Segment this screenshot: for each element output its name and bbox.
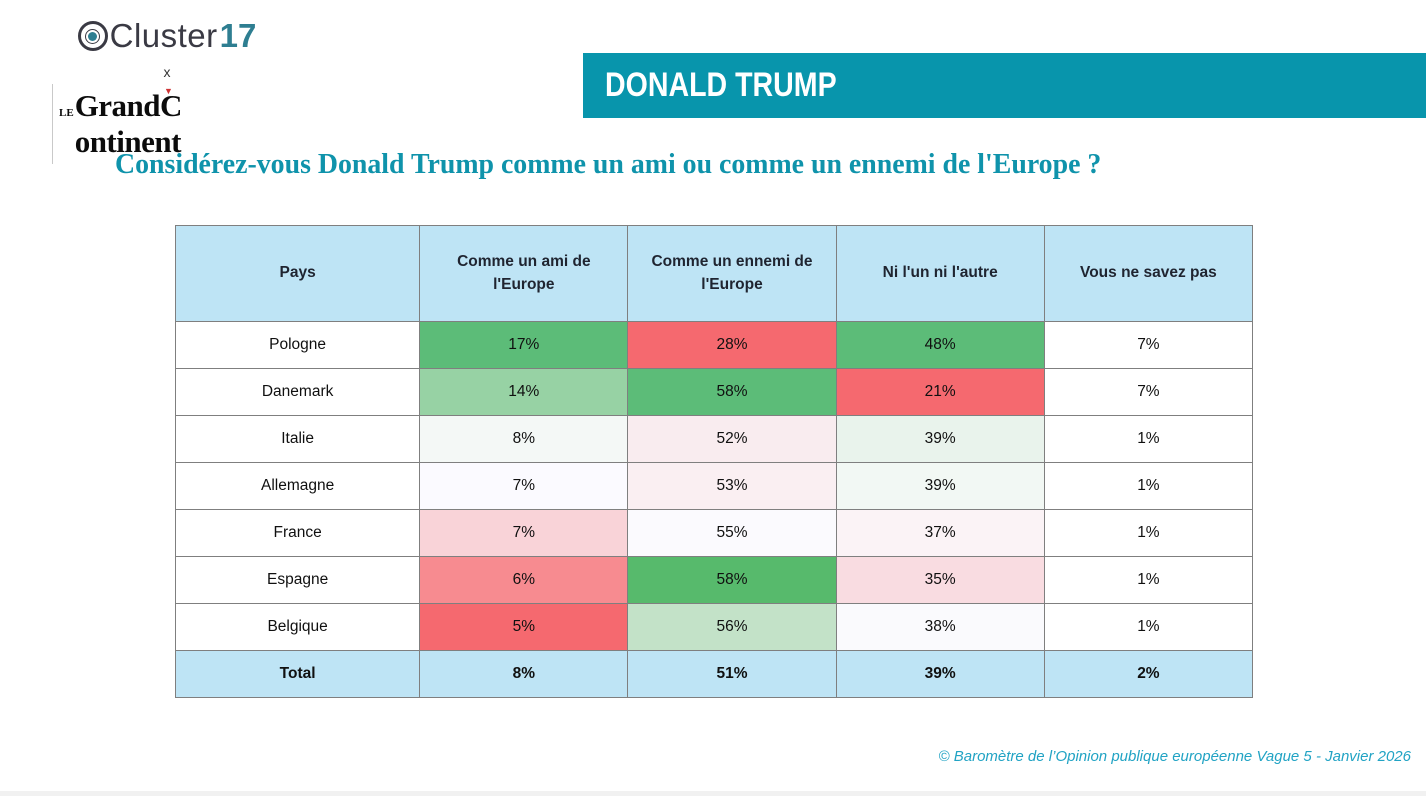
table-row: Italie 8% 52% 39% 1% (174, 415, 1254, 463)
country-cell: Danemark (174, 368, 421, 416)
column-header: Comme un ami de l'Europe (419, 225, 629, 322)
column-header: Comme un ennemi de l'Europe (627, 225, 837, 322)
value-cell: 53% (627, 462, 837, 510)
value-cell: 48% (835, 321, 1045, 369)
value-cell: 7% (419, 462, 629, 510)
survey-table: Pays Comme un ami de l'Europe Comme un enn… (174, 225, 1254, 698)
country-cell: Espagne (174, 556, 421, 604)
country-cell: France (174, 509, 421, 557)
total-value-cell: 51% (627, 650, 837, 698)
value-cell: 7% (1043, 368, 1254, 416)
country-cell: Pologne (174, 321, 421, 369)
value-cell: 8% (419, 415, 629, 463)
section-banner: DONALD TRUMP (583, 53, 1426, 118)
total-value-cell: 8% (419, 650, 629, 698)
value-cell: 17% (419, 321, 629, 369)
value-cell: 1% (1043, 415, 1254, 463)
total-row: Total 8% 51% 39% 2% (174, 650, 1254, 698)
table-row: Espagne 6% 58% 35% 1% (174, 556, 1254, 604)
cluster17-logo: Cluster 17 (77, 10, 257, 62)
cluster17-c-icon (77, 21, 108, 51)
total-value-cell: 39% (835, 650, 1045, 698)
value-cell: 28% (627, 321, 837, 369)
value-cell: 6% (419, 556, 629, 604)
cluster17-number: 17 (219, 17, 257, 54)
table-row: Pologne 17% 28% 48% 7% (174, 321, 1254, 369)
grand-continent-accent-c: C (160, 86, 182, 124)
source-credit: © Baromètre de l’Opinion publique europé… (938, 748, 1411, 765)
value-cell: 7% (1043, 321, 1254, 369)
value-cell: 1% (1043, 603, 1254, 651)
value-cell: 52% (627, 415, 837, 463)
country-cell: Allemagne (174, 462, 421, 510)
value-cell: 1% (1043, 556, 1254, 604)
total-value-cell: 2% (1043, 650, 1254, 698)
value-cell: 35% (835, 556, 1045, 604)
country-cell: Italie (174, 415, 421, 463)
question-title: Considérez-vous Donald Trump comme un am… (115, 148, 1102, 180)
total-label-cell: Total (174, 650, 421, 698)
value-cell: 5% (419, 603, 629, 651)
value-cell: 39% (835, 462, 1045, 510)
table-header-row: Pays Comme un ami de l'Europe Comme un enn… (174, 225, 1254, 322)
table-row: Belgique 5% 56% 38% 1% (174, 603, 1254, 651)
column-header: Pays (174, 225, 421, 322)
value-cell: 39% (835, 415, 1045, 463)
grand-continent-logo: LEGrandContinent (52, 84, 282, 164)
bottom-edge-strip (0, 791, 1426, 796)
logo-separator: x (163, 64, 171, 80)
table-row: France 7% 55% 37% 1% (174, 509, 1254, 557)
value-cell: 58% (627, 556, 837, 604)
value-cell: 7% (419, 509, 629, 557)
cluster17-wordmark: Cluster (109, 17, 218, 54)
value-cell: 21% (835, 368, 1045, 416)
country-cell: Belgique (174, 603, 421, 651)
column-header: Vous ne savez pas (1043, 225, 1254, 322)
value-cell: 58% (627, 368, 837, 416)
value-cell: 1% (1043, 462, 1254, 510)
column-header: Ni l'un ni l'autre (835, 225, 1045, 322)
table-body: Pologne 17% 28% 48% 7% Danemark 14% 58% 21% 7% Ita… (174, 321, 1254, 698)
value-cell: 55% (627, 509, 837, 557)
value-cell: 37% (835, 509, 1045, 557)
value-cell: 1% (1043, 509, 1254, 557)
table-row: Allemagne 7% 53% 39% 1% (174, 462, 1254, 510)
value-cell: 14% (419, 368, 629, 416)
value-cell: 38% (835, 603, 1045, 651)
grand-continent-le: LE (59, 107, 74, 119)
value-cell: 56% (627, 603, 837, 651)
table-row: Danemark 14% 58% 21% 7% (174, 368, 1254, 416)
section-title: DONALD TRUMP (605, 66, 837, 104)
grand-continent-wordmark: GrandContinent (75, 86, 274, 160)
